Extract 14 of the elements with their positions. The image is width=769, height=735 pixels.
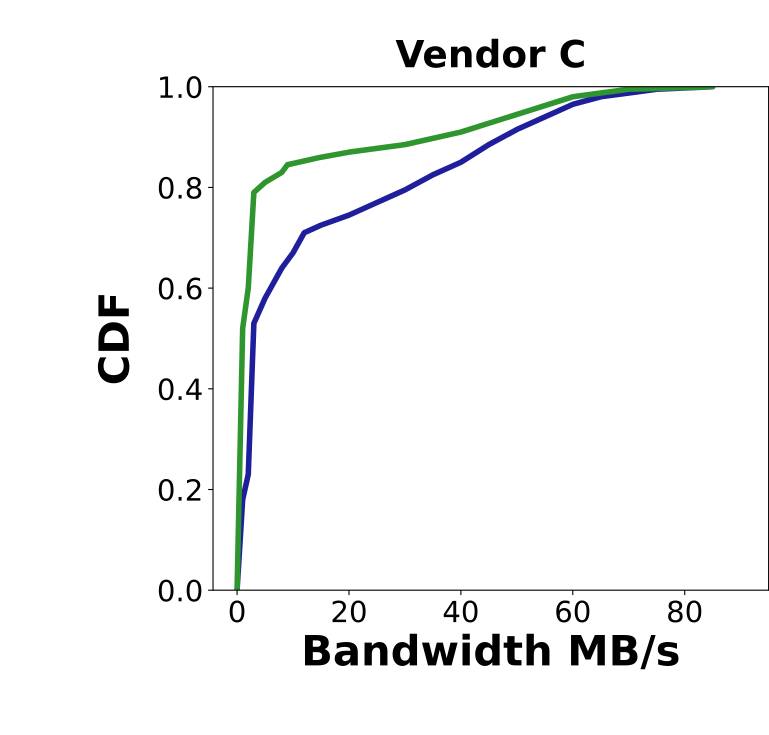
y-tick-label: 0.2 [158, 478, 200, 502]
x-tick-label: 60 [556, 600, 590, 623]
x-tick-label: 0 [230, 600, 244, 623]
y-tick-label: 0.4 [158, 378, 202, 400]
y-axis-title: CDF [98, 295, 130, 384]
x-tick-label: 40 [444, 600, 478, 623]
y-tick-label: 0.6 [158, 278, 202, 300]
chart-title: Vendor C [396, 38, 584, 68]
x-axis-title: Bandwidth MB/s [304, 634, 678, 670]
y-tick-label: 0.8 [158, 176, 202, 199]
x-tick-label: 80 [668, 600, 702, 623]
y-tick-label: 1.0 [160, 76, 202, 98]
y-tick-label: 0.0 [158, 580, 202, 602]
x-tick-label: 20 [332, 600, 366, 623]
